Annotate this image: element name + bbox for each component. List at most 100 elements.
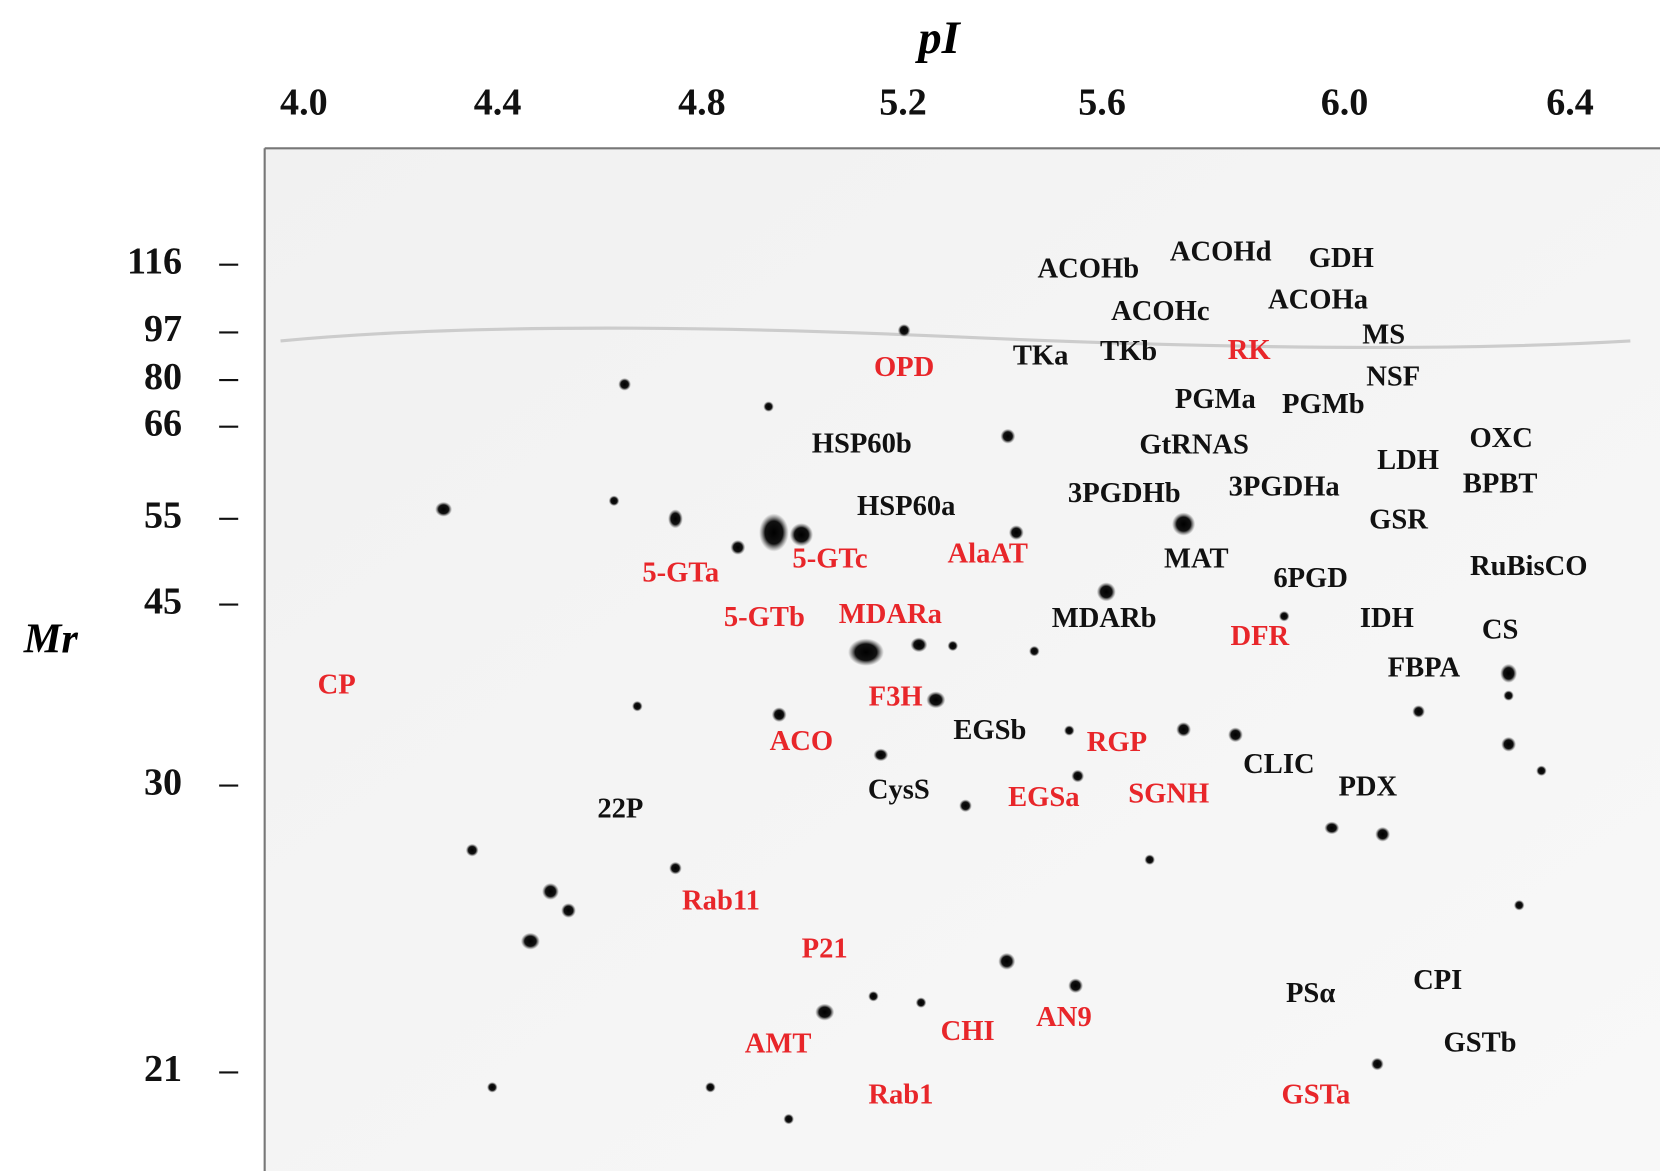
spot-label: CLIC	[1243, 749, 1314, 780]
gel-spot	[618, 378, 631, 391]
gel-spot	[1324, 822, 1339, 835]
spot-label: ACOHa	[1268, 284, 1368, 315]
gel-spot	[759, 514, 789, 552]
gel-spot	[521, 933, 540, 950]
spot-label: CP	[318, 670, 356, 701]
gel-spot	[1371, 1058, 1384, 1071]
x-tick-label: 4.0	[280, 82, 328, 124]
spot-label: GtRNAS	[1139, 429, 1249, 460]
y-tick-label: 21	[144, 1048, 182, 1090]
page: {"x_axis": {"title": "pI", "ticks": ["4.…	[0, 0, 1660, 1171]
spot-label: 5-GTa	[642, 557, 719, 588]
gel-spot	[669, 862, 682, 875]
spot-label: RK	[1228, 335, 1271, 366]
gel-spot	[910, 637, 927, 652]
spot-label: PGMa	[1175, 384, 1256, 415]
gel-spot	[848, 638, 884, 666]
gel-spot	[763, 401, 774, 412]
gel-spot	[868, 991, 879, 1002]
gel-figure: pI Mr 4.04.44.85.25.66.06.41169780665545…	[0, 0, 1660, 1171]
gel-spot	[1029, 646, 1040, 657]
spot-label: DFR	[1230, 621, 1289, 652]
spot-label: SGNH	[1128, 779, 1209, 810]
x-tick-label: 6.4	[1546, 82, 1594, 124]
gel-spot	[435, 502, 452, 517]
spot-label: EGSa	[1008, 782, 1079, 813]
spot-label: LDH	[1377, 445, 1439, 476]
gel-spot	[1176, 722, 1191, 737]
gel-spot	[998, 953, 1015, 970]
spot-label: PSα	[1286, 978, 1335, 1009]
spot-label: FBPA	[1388, 653, 1461, 684]
gel-spot	[1412, 705, 1425, 718]
gel-spot	[873, 749, 888, 762]
spot-label: CysS	[868, 775, 930, 806]
gel-spot	[1536, 765, 1547, 776]
spot-label: 6PGD	[1273, 563, 1348, 594]
y-tick-label: 55	[144, 495, 182, 537]
spot-label: CHI	[941, 1016, 995, 1047]
spot-label: Rab1	[868, 1079, 933, 1110]
spot-label: ACO	[770, 726, 834, 757]
spot-label: AMT	[745, 1029, 812, 1060]
gel-spot	[668, 509, 683, 528]
gel-spot	[1228, 727, 1243, 742]
gel-spot	[948, 641, 959, 652]
spot-label: Rab11	[682, 886, 760, 917]
x-tick-label: 5.6	[1078, 82, 1126, 124]
gel-spot	[730, 540, 745, 555]
gel-spot	[898, 324, 911, 337]
spot-label: HSP60a	[857, 491, 955, 522]
y-tick-label: 45	[144, 580, 182, 622]
spot-label: IDH	[1360, 603, 1414, 634]
spot-label: AlaAT	[948, 538, 1028, 569]
gel-spot	[1375, 827, 1390, 842]
gel-spot	[1500, 664, 1517, 683]
spot-label: MDARa	[839, 599, 942, 630]
gel-spot	[609, 496, 620, 507]
x-tick-label: 5.2	[879, 82, 927, 124]
spot-label: MDARb	[1052, 603, 1157, 634]
spot-label: 5-GTc	[792, 544, 867, 575]
gel-spot	[1172, 512, 1195, 535]
y-tick-label: 30	[144, 761, 182, 803]
spot-label: RGP	[1087, 727, 1147, 758]
gel-spot	[632, 701, 643, 712]
x-axis-title: pI	[914, 12, 961, 64]
x-tick-label: 4.8	[678, 82, 726, 124]
gel-spot	[1068, 978, 1083, 993]
y-tick-label: 80	[144, 356, 182, 398]
spot-label: PGMb	[1282, 389, 1365, 420]
spot-label: MS	[1362, 319, 1405, 350]
gel-spot	[1501, 737, 1516, 752]
gel-spot	[1071, 770, 1084, 783]
spot-label: TKa	[1013, 340, 1069, 371]
gel-spot	[487, 1082, 498, 1093]
spot-label: OPD	[874, 352, 934, 383]
x-tick-label: 6.0	[1321, 82, 1369, 124]
spot-label: PDX	[1338, 771, 1397, 802]
spot-label: AN9	[1036, 1002, 1092, 1033]
spot-label: F3H	[869, 681, 923, 712]
spot-label: OXC	[1469, 423, 1533, 454]
gel-spot	[916, 997, 927, 1008]
spot-label: GSTb	[1443, 1028, 1516, 1059]
spot-label: BPBT	[1463, 469, 1538, 500]
spot-label: CPI	[1413, 965, 1462, 996]
gel-spot	[705, 1082, 716, 1093]
y-tick-label: 66	[144, 402, 182, 444]
spot-label: CS	[1482, 615, 1519, 646]
gel-spot	[926, 691, 945, 708]
gel-spot	[1514, 900, 1525, 911]
spot-label: RuBisCO	[1470, 551, 1588, 582]
gel-spot	[1503, 690, 1514, 701]
gel-spot	[1064, 725, 1075, 736]
spot-label: TKb	[1100, 336, 1157, 367]
gel-spot	[783, 1114, 794, 1125]
gel-spot	[466, 844, 479, 857]
gel-spot	[1097, 582, 1116, 601]
gel-spot	[772, 707, 787, 722]
spot-label: GSTa	[1282, 1079, 1351, 1110]
spot-label: P21	[802, 933, 848, 964]
gel-spot	[1000, 429, 1015, 444]
